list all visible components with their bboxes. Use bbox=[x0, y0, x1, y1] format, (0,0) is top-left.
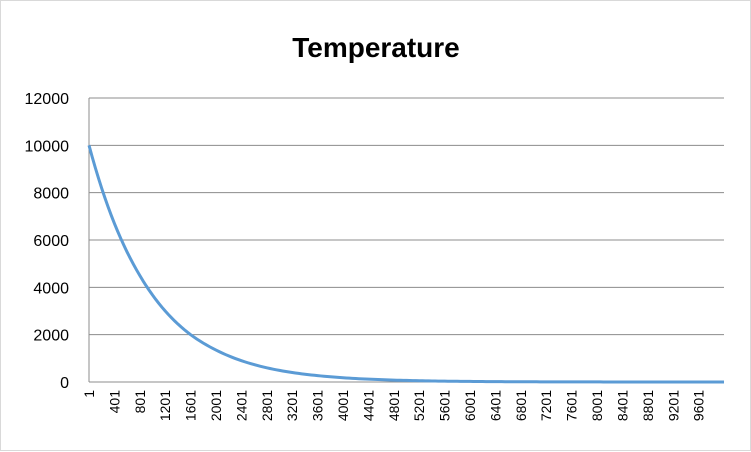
x-tick-label: 4401 bbox=[360, 390, 376, 421]
x-tick-label: 9601 bbox=[691, 390, 707, 421]
x-axis-tick-labels: 1 401 801 1201 1601 2001 2401 2801 3201 3601 4001 4… bbox=[81, 390, 707, 421]
x-tick-label: 3601 bbox=[310, 390, 326, 421]
chart-title: Temperature bbox=[292, 32, 460, 63]
y-tick-label: 2000 bbox=[33, 328, 69, 345]
x-tick-label: 6401 bbox=[487, 390, 503, 421]
x-tick-label: 8401 bbox=[614, 390, 630, 421]
x-tick-label: 7601 bbox=[564, 390, 580, 421]
x-tick-label: 1 bbox=[81, 390, 97, 398]
x-tick-label: 5601 bbox=[437, 390, 453, 421]
x-tick-label: 4001 bbox=[335, 390, 351, 421]
x-tick-label: 6801 bbox=[513, 390, 529, 421]
x-tick-label: 3201 bbox=[284, 390, 300, 421]
x-tick-label: 7201 bbox=[538, 390, 554, 421]
y-tick-label: 0 bbox=[60, 375, 69, 392]
x-tick-label: 801 bbox=[132, 390, 148, 414]
x-tick-label: 4801 bbox=[386, 390, 402, 421]
y-tick-label: 8000 bbox=[33, 186, 69, 203]
x-tick-label: 1601 bbox=[183, 390, 199, 421]
gridlines bbox=[89, 98, 724, 382]
x-tick-label: 2001 bbox=[208, 390, 224, 421]
y-axis-tick-labels: 0 2000 4000 6000 8000 10000 12000 bbox=[25, 91, 70, 392]
x-tick-label: 5201 bbox=[411, 390, 427, 421]
x-tick-label: 8001 bbox=[589, 390, 605, 421]
x-tick-label: 2801 bbox=[259, 390, 275, 421]
series-line-0 bbox=[89, 145, 724, 382]
x-tick-label: 8801 bbox=[640, 390, 656, 421]
x-tick-label: 401 bbox=[106, 390, 122, 414]
x-tick-label: 1201 bbox=[157, 390, 173, 421]
x-tick-label: 6001 bbox=[462, 390, 478, 421]
y-tick-label: 6000 bbox=[33, 233, 69, 250]
y-tick-label: 12000 bbox=[25, 91, 70, 108]
y-tick-label: 10000 bbox=[25, 138, 70, 155]
series-group bbox=[89, 145, 724, 382]
x-tick-label: 2401 bbox=[233, 390, 249, 421]
y-tick-label: 4000 bbox=[33, 280, 69, 297]
x-tick-label: 9201 bbox=[665, 390, 681, 421]
